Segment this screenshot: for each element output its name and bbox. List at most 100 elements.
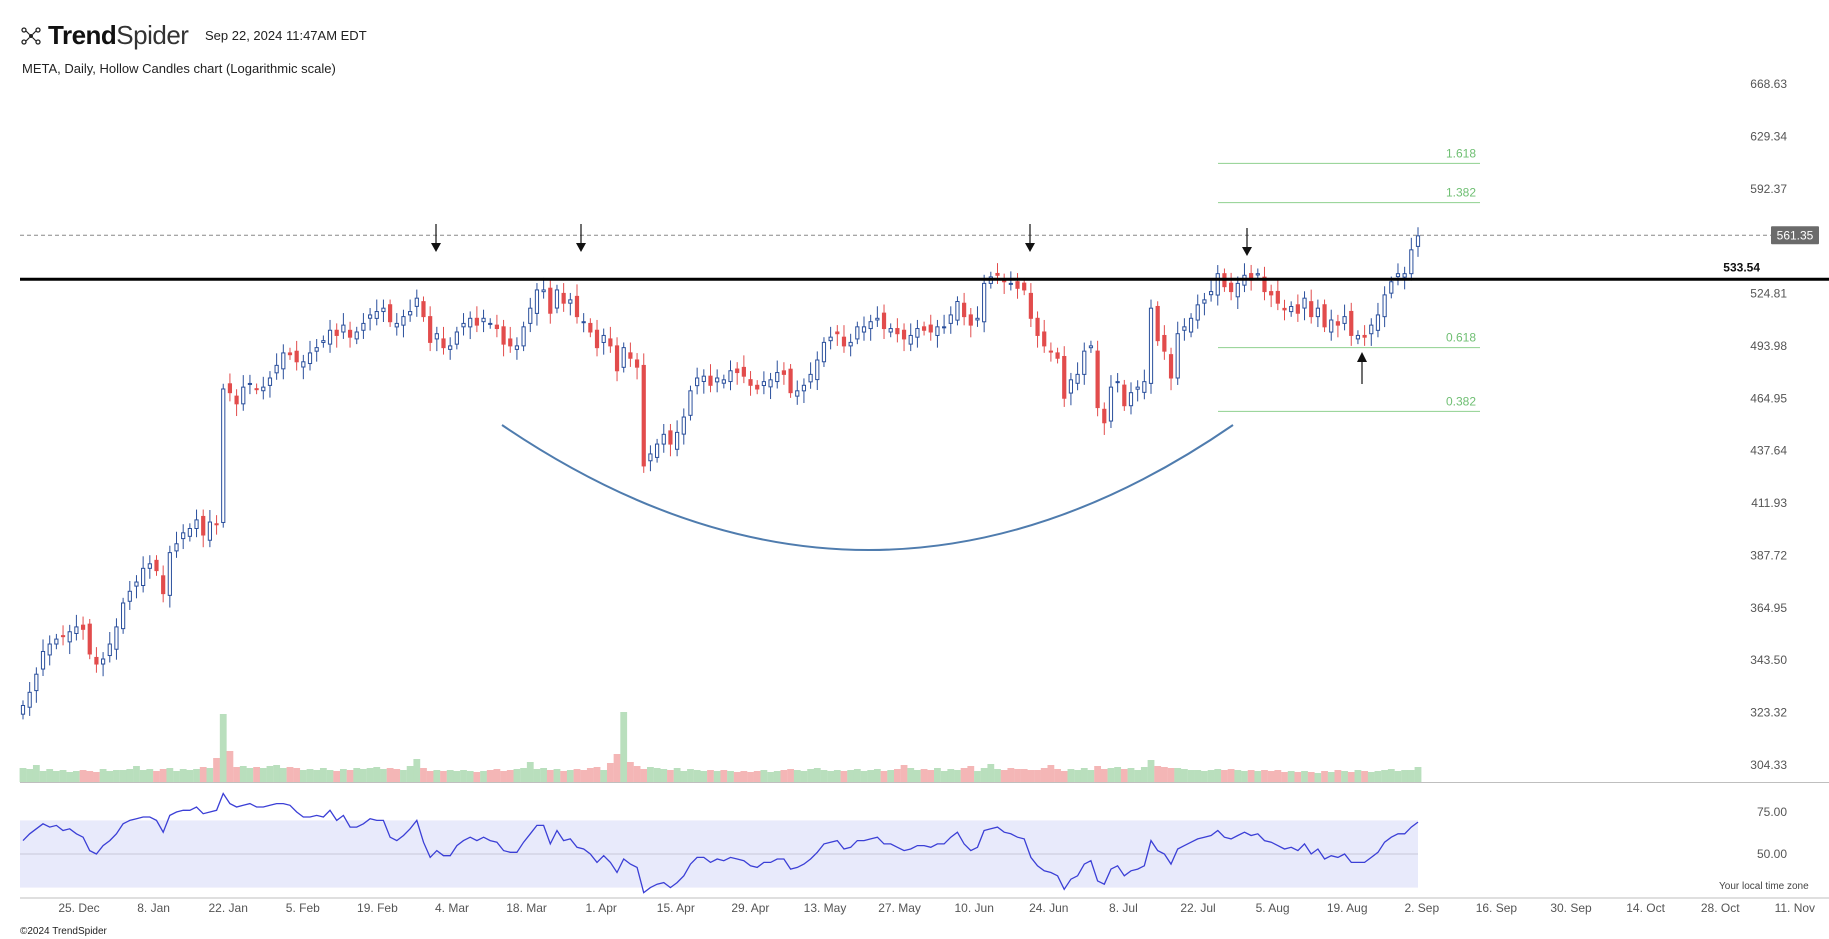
candle-body [888,328,893,333]
trendspider-logo[interactable]: TrendSpider [18,20,189,51]
candle-body [1048,350,1053,353]
x-tick-label: 11. Nov [1775,901,1815,915]
candle-body [388,304,393,323]
volume-bar [847,770,855,782]
x-tick-label: 19. Feb [357,901,398,915]
candle-body [408,311,413,316]
candle-body [855,326,860,340]
volume-bar [293,768,301,782]
volume-bar [867,770,875,782]
volume-bar [707,770,714,782]
y-tick-label: 323.32 [1750,706,1787,720]
volume-bar [386,768,394,782]
current-price-label: 561.35 [1777,228,1814,242]
volume-bar [880,771,888,782]
candle-body [815,359,820,381]
volume-bar [1060,771,1068,782]
candle-body [1128,392,1134,407]
x-tick-label: 30. Sep [1550,901,1592,915]
candle-body [434,333,439,340]
volume-bar [480,771,487,782]
candle-body [214,523,219,526]
candle-body [454,331,459,345]
candle-body [868,321,873,330]
volume-bar [1254,771,1262,782]
candle-body [1075,373,1080,384]
candle-body [428,316,433,343]
axes-layer: 668.63 629.34 592.37 524.81 493.98 464.95 437.… [58,77,1819,915]
candle-body [574,295,580,318]
volume-bar [1274,770,1282,782]
volume-bar [113,770,120,782]
volume-bar [460,770,467,782]
brand-bold: Trend [48,20,117,50]
candle-body [828,336,833,342]
volume-bar [760,770,768,782]
y-tick-label: 364.95 [1750,601,1787,615]
candle-body [234,395,239,405]
volume-bar [373,767,381,782]
volume-bar [133,766,140,782]
volume-bar [440,771,447,782]
volume-bar [740,771,748,782]
y-tick-label: 592.37 [1750,182,1787,196]
volume-bar [586,768,594,782]
volume-bar [1027,770,1035,782]
candle-body [40,650,46,670]
candle-body [708,375,713,386]
x-tick-label: 25. Dec [58,901,99,915]
candle-body [1275,290,1280,304]
candle-body [654,443,660,458]
volume-bar [1167,768,1175,782]
x-tick-label: 28. Oct [1701,901,1740,915]
candle-body [27,691,32,708]
volume-bar [79,770,87,782]
volume-bar [787,769,794,782]
candle-body [247,382,253,385]
volume-bar [893,769,901,782]
volume-bar [813,768,821,782]
volume-bar [126,769,134,782]
volume-bar [987,764,995,782]
volume-bar [1341,771,1348,782]
volume-bar [780,770,788,782]
volume-bar [753,771,761,782]
candle-body [468,317,473,328]
candle-body [1042,331,1047,347]
candle-body [414,297,419,307]
copyright: ©2024 TrendSpider [20,926,107,937]
volume-bar [626,762,634,782]
candle-body [508,338,513,347]
volume-bar [226,751,234,782]
candle-body [1155,305,1160,342]
candle-body [174,543,179,552]
candle-body [347,329,353,338]
candle-body [601,334,606,343]
volume-bar [26,769,34,782]
volume-bar [853,769,861,782]
arrow-down-icon [431,243,441,252]
volume-bar [907,768,915,782]
volume-bar [346,770,354,782]
candle-body [1142,381,1147,393]
volume-bar [86,771,94,782]
volume-bar [1067,769,1075,782]
volume-bar [339,769,347,782]
volume-bar [546,770,554,782]
candle-body [1409,249,1414,275]
fib-label: 0.618 [1446,331,1476,345]
candle-body [1035,317,1040,336]
volume-bar [807,769,815,782]
volume-bar [994,769,1001,782]
volume-bar [967,766,975,782]
volume-bar [1000,770,1008,782]
candle-body [534,289,540,314]
candle-body [1355,334,1361,340]
candle-body [881,312,887,330]
volume-bar [39,771,47,782]
candle-body [1395,273,1401,278]
arrow-down-icon [576,243,586,252]
candle-body [1375,314,1381,331]
volume-bar [1134,770,1142,782]
